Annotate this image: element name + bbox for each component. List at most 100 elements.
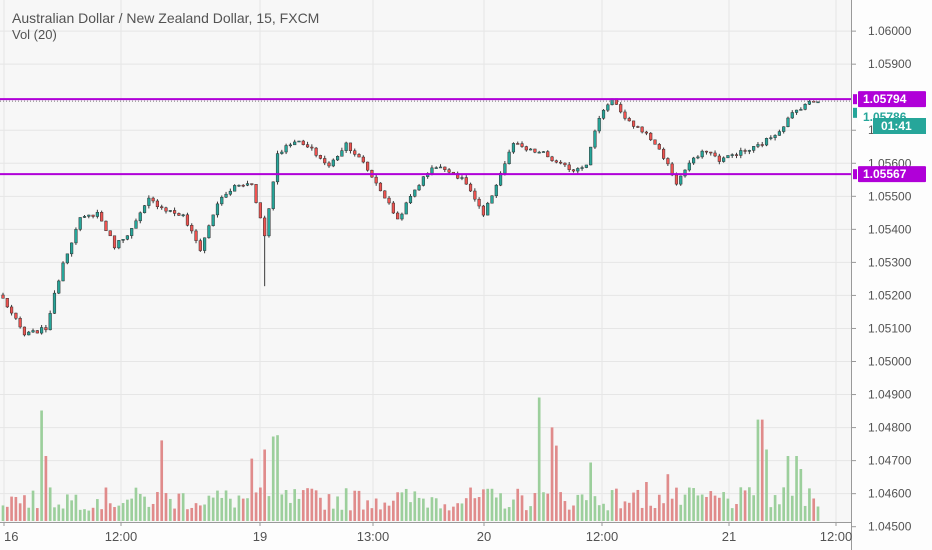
volume-bar — [216, 490, 219, 521]
candle-body — [674, 174, 679, 185]
volume-bar — [100, 509, 103, 521]
volume-bar — [645, 482, 648, 521]
volume-bar — [580, 494, 584, 521]
candle-body — [357, 154, 361, 158]
volume-bar — [121, 503, 125, 521]
volume-bar — [546, 493, 550, 521]
candle-body — [22, 326, 27, 336]
candle-body — [142, 205, 147, 214]
candle-body — [391, 202, 395, 214]
volume-bar — [576, 494, 580, 521]
volume-bar — [237, 495, 241, 521]
volume-bars — [1, 397, 820, 521]
volume-bar — [516, 488, 520, 521]
time-tick-label: 20 — [477, 529, 491, 544]
volume-bar — [533, 493, 537, 521]
volume-bar — [31, 490, 35, 521]
candle-body — [717, 155, 721, 162]
candle-body — [601, 109, 606, 119]
volume-bar — [610, 490, 614, 521]
time-axis[interactable]: 16 12:00 19 13:00 20 12:00 21 12:00 — [0, 522, 852, 550]
candle-body — [155, 200, 160, 207]
price-tick-label: 1.06000 — [868, 24, 912, 38]
volume-bar — [314, 490, 318, 521]
volume-bar — [331, 508, 335, 521]
volume-bar — [743, 490, 747, 521]
candle-body — [696, 156, 700, 159]
candle-body — [722, 157, 726, 162]
volume-bar — [164, 493, 168, 521]
volume-bar — [336, 496, 339, 521]
volume-bar — [494, 497, 498, 521]
candle-body — [554, 160, 558, 163]
resistance-price-tag: 1.05794 — [863, 92, 907, 106]
candle-body — [709, 151, 713, 154]
candle-body — [807, 101, 812, 105]
volume-bar — [469, 487, 472, 521]
candle-body — [460, 177, 464, 179]
candle-body — [151, 197, 155, 202]
volume-bar — [181, 493, 185, 521]
candle-body — [584, 164, 588, 168]
candle-body — [683, 169, 687, 177]
candle-body — [258, 202, 262, 219]
price-candles — [1, 98, 820, 337]
candle-body — [121, 238, 125, 241]
candle-body — [27, 331, 31, 336]
candle-body — [211, 214, 215, 226]
volume-indicator-label[interactable]: Vol (20) — [12, 27, 57, 42]
volume-bar — [692, 488, 695, 521]
horizontal-lines[interactable] — [0, 98, 851, 176]
candle-body — [293, 141, 297, 146]
volume-bar — [430, 497, 434, 521]
candle-body — [280, 151, 284, 154]
price-axis[interactable]: 1.060001.059001.057001.056001.055001.054… — [851, 0, 932, 550]
candle-body — [353, 150, 357, 155]
candle-body — [5, 298, 9, 308]
candle-body — [473, 190, 477, 200]
volume-bar — [323, 509, 327, 521]
volume-bar — [66, 494, 69, 521]
candle-body — [327, 162, 331, 167]
volume-bar — [623, 501, 627, 521]
volume-bar — [370, 508, 374, 521]
volume-bar — [301, 490, 305, 521]
candle-body — [57, 280, 61, 294]
candle-body — [794, 109, 799, 113]
volume-bar — [550, 427, 554, 521]
volume-bar — [14, 496, 18, 521]
candle-body — [74, 229, 78, 244]
price-tick-label: 1.04800 — [868, 421, 912, 435]
candle-body — [413, 189, 417, 197]
candle-body — [181, 214, 185, 217]
volume-bar — [374, 498, 378, 521]
volume-bar — [151, 503, 155, 521]
volume-bar — [271, 436, 275, 521]
candle-body — [520, 143, 524, 147]
volume-bar — [769, 507, 773, 521]
candle-body — [657, 144, 661, 150]
volume-bar — [349, 510, 352, 521]
volume-bar — [306, 488, 309, 521]
volume-bar — [452, 506, 455, 521]
volume-bar — [211, 497, 215, 521]
volume-bar — [87, 510, 91, 521]
candle-body — [661, 148, 666, 159]
time-tick-label: 19 — [253, 529, 267, 544]
volume-bar — [387, 505, 391, 521]
candle-body — [108, 230, 112, 237]
volume-bar — [739, 487, 743, 521]
candle-body — [323, 158, 327, 164]
chart-title: Australian Dollar / New Zealand Dollar, … — [12, 10, 320, 26]
time-tick-label: 21 — [722, 529, 736, 544]
candle-body — [366, 161, 370, 171]
volume-bar — [48, 487, 52, 521]
volume-bar — [748, 487, 751, 521]
volume-bar — [602, 503, 605, 521]
candle-body — [35, 330, 39, 334]
candle-body — [516, 143, 520, 145]
candle-body — [65, 253, 69, 264]
volume-bar — [456, 503, 460, 521]
volume-bar — [585, 500, 588, 521]
